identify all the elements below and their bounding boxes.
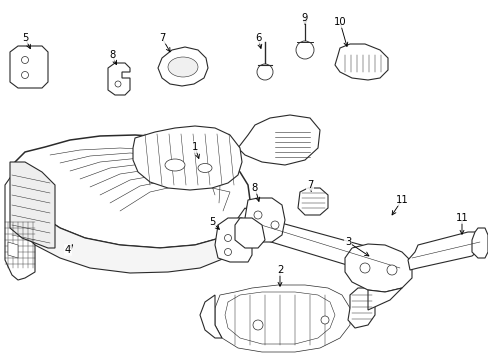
Text: 7: 7 xyxy=(159,33,165,43)
Text: 5: 5 xyxy=(22,33,28,43)
Polygon shape xyxy=(367,288,401,310)
Polygon shape xyxy=(238,208,407,278)
Circle shape xyxy=(224,248,231,256)
Polygon shape xyxy=(12,188,249,273)
Polygon shape xyxy=(12,135,249,248)
Polygon shape xyxy=(244,198,285,242)
Polygon shape xyxy=(297,188,327,215)
Polygon shape xyxy=(133,126,242,190)
Circle shape xyxy=(252,320,263,330)
Text: 10: 10 xyxy=(333,17,346,27)
Circle shape xyxy=(359,263,369,273)
Polygon shape xyxy=(158,47,207,86)
Polygon shape xyxy=(10,46,48,88)
Circle shape xyxy=(295,41,313,59)
Polygon shape xyxy=(200,295,222,338)
Circle shape xyxy=(386,265,396,275)
Polygon shape xyxy=(407,232,481,270)
Circle shape xyxy=(253,211,262,219)
Ellipse shape xyxy=(164,159,184,171)
Circle shape xyxy=(270,221,279,229)
Text: 11: 11 xyxy=(455,213,468,223)
Text: 8: 8 xyxy=(251,183,258,193)
Polygon shape xyxy=(347,288,374,328)
Text: 9: 9 xyxy=(301,13,307,23)
Circle shape xyxy=(115,81,121,87)
Text: 3: 3 xyxy=(344,237,350,247)
Ellipse shape xyxy=(198,163,212,172)
Ellipse shape xyxy=(168,57,198,77)
Circle shape xyxy=(21,57,28,63)
Polygon shape xyxy=(8,242,18,258)
Circle shape xyxy=(320,316,328,324)
Text: 2: 2 xyxy=(276,265,283,275)
Circle shape xyxy=(21,72,28,78)
Circle shape xyxy=(257,64,272,80)
Polygon shape xyxy=(5,175,35,280)
Polygon shape xyxy=(235,218,264,248)
Polygon shape xyxy=(345,244,411,292)
Text: 1: 1 xyxy=(191,142,198,152)
Polygon shape xyxy=(10,162,55,248)
Polygon shape xyxy=(334,44,387,80)
Text: 4: 4 xyxy=(65,245,71,255)
Text: 11: 11 xyxy=(395,195,407,205)
Polygon shape xyxy=(215,285,349,352)
Text: 6: 6 xyxy=(254,33,261,43)
Text: 7: 7 xyxy=(306,180,312,190)
Polygon shape xyxy=(238,115,319,165)
Polygon shape xyxy=(471,228,487,258)
Circle shape xyxy=(224,234,231,242)
Text: 5: 5 xyxy=(208,217,215,227)
Polygon shape xyxy=(215,218,251,262)
Polygon shape xyxy=(108,63,130,95)
Text: 8: 8 xyxy=(109,50,115,60)
